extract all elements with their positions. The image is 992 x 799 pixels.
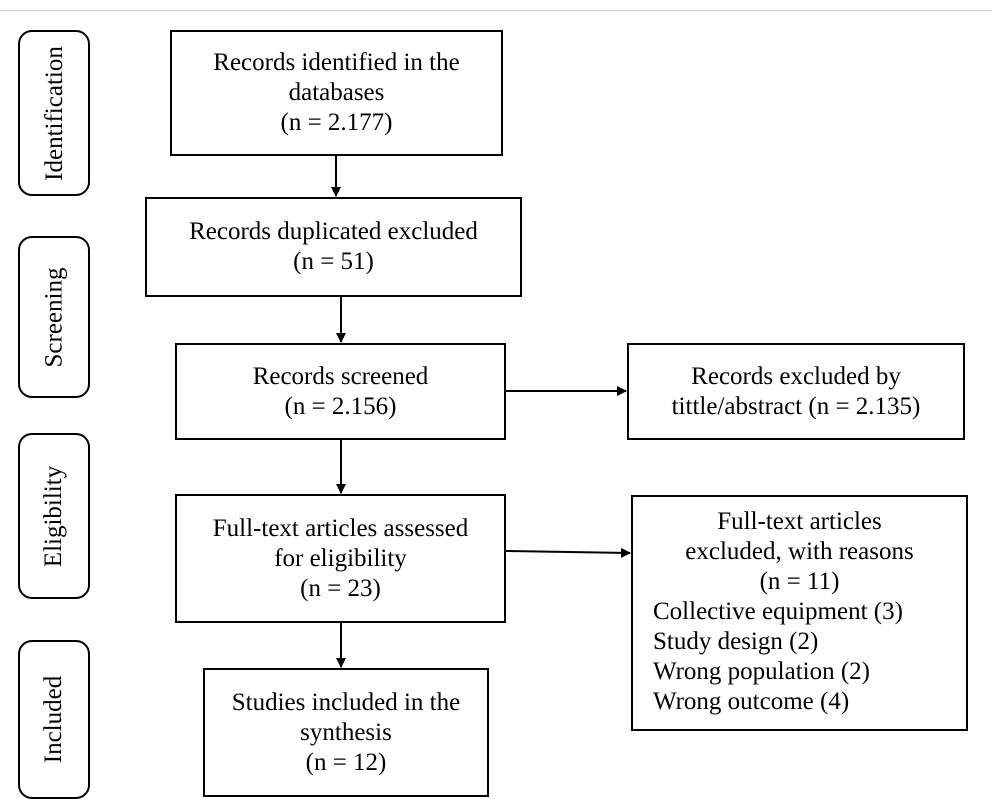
top-divider [0,10,992,11]
exclusion-reason: Collective equipment (3) [653,598,903,625]
studies-included-text-1: Studies included in the [231,688,461,716]
records-duplicated-count: (n = 51) [293,248,374,275]
records-duplicated-box: Records duplicated excluded (n = 51) [145,197,522,297]
studies-included-box: Studies included in the synthesis (n = 1… [203,668,489,797]
exclusion-reason: Wrong outcome (4) [653,688,850,715]
stage-identification: Identification [18,30,90,196]
records-screened-text: Records screened [252,362,429,390]
records-identified-count: (n = 2.177) [280,109,393,136]
records-duplicated-text: Records duplicated excluded [189,218,478,245]
records-screened-count: (n = 2.156) [284,392,397,420]
fulltext-excluded-text-1: Full-text articles [717,508,882,535]
records-identified-box: Records identified in the databases (n =… [170,30,503,156]
arrow-fulltext-to-excluded [505,547,631,558]
records-screened-box: Records screened (n = 2.156) [175,343,506,440]
fulltext-excluded-box: Full-text articles excluded, with reason… [631,495,968,731]
fulltext-excluded-count: (n = 11) [759,568,840,595]
stage-screening: Screening [18,236,90,398]
exclusion-reason: Study design (2) [653,628,819,655]
records-excluded-title-text-1: Records excluded by [691,362,901,390]
fulltext-excluded-text-2: excluded, with reasons [685,538,914,565]
fulltext-assessed-text-1: Full-text articles assessed [212,514,469,542]
studies-included-count: (n = 12) [305,748,387,776]
fulltext-assessed-count: (n = 23) [300,574,381,602]
studies-included-text-2: synthesis [300,718,392,746]
stage-included: Included [18,640,90,799]
records-identified-text-1: Records identified in the [213,49,460,76]
records-identified-text-2: databases [288,79,385,106]
stage-eligibility: Eligibility [18,433,90,599]
records-excluded-title-box: Records excluded by tittle/abstract (n =… [627,343,965,440]
exclusion-reason: Wrong population (2) [653,658,871,685]
fulltext-assessed-text-2: for eligibility [274,544,407,572]
records-excluded-title-text-2: tittle/abstract (n = 2.135) [671,392,921,420]
fulltext-assessed-box: Full-text articles assessed for eligibil… [175,494,506,623]
